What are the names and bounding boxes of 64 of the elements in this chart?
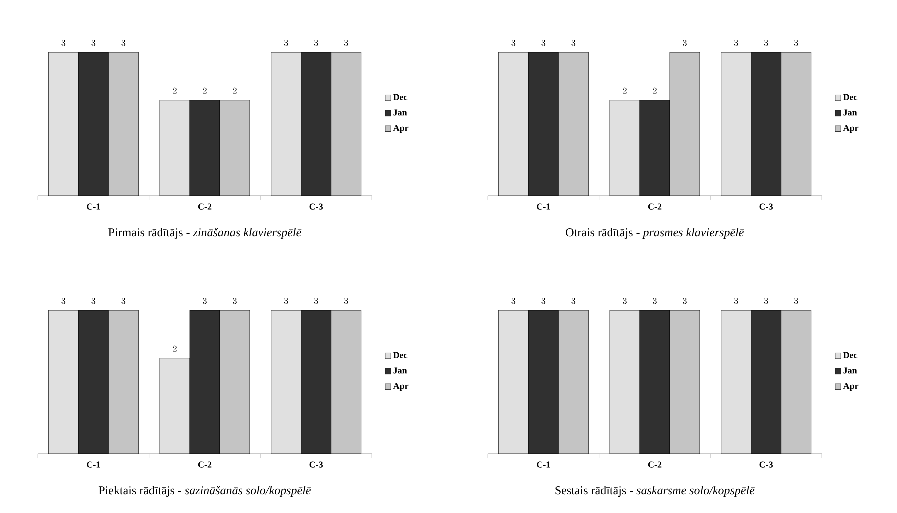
data-label: 3	[122, 298, 126, 304]
data-label: 2	[653, 88, 657, 94]
data-label: 3	[764, 298, 768, 304]
legend-label: Jan	[394, 110, 408, 116]
legend-label: Dec	[843, 352, 858, 358]
data-label: 2	[233, 88, 237, 94]
data-label: 3	[794, 298, 798, 304]
x-tick-label: C-1	[87, 204, 100, 210]
data-label: 3	[683, 40, 687, 46]
legend-label: Apr	[393, 383, 409, 392]
data-label: 3	[203, 298, 207, 304]
data-label: 3	[284, 298, 288, 304]
data-label: 3	[344, 298, 348, 304]
x-tick-label: C-3	[310, 204, 324, 210]
legend-label: Jan	[844, 110, 858, 116]
data-label: 3	[92, 298, 96, 304]
data-label: 3	[794, 40, 798, 46]
data-label: 3	[572, 298, 576, 304]
text: Otrais rādītājs - prasmes klavierspēlē	[566, 228, 744, 240]
legend-label: Dec	[393, 94, 408, 100]
data-label: 3	[512, 298, 516, 304]
data-label: 2	[173, 88, 177, 94]
x-tick-label: C-1	[87, 462, 100, 468]
legend-label: Jan	[844, 368, 858, 374]
data-label: 3	[734, 40, 738, 46]
data-label: 3	[764, 40, 768, 46]
data-label: 3	[284, 40, 288, 46]
data-label: 3	[512, 40, 516, 46]
x-tick-label: C-3	[310, 462, 324, 468]
x-tick-label: C-3	[760, 462, 774, 468]
data-label: 3	[683, 298, 687, 304]
data-label: 3	[62, 40, 66, 46]
data-label: 3	[653, 298, 657, 304]
text: Piektais rādītājs - sazināšanās solo/kopspēlē	[98, 486, 312, 498]
data-label: 2	[173, 346, 177, 352]
x-tick-label: C-2	[648, 204, 662, 210]
data-label: 3	[122, 40, 126, 46]
data-label: 3	[233, 298, 237, 304]
data-label: 3	[92, 40, 96, 46]
data-label: 3	[572, 40, 576, 46]
data-label: 3	[62, 298, 66, 304]
data-label: 2	[203, 88, 207, 94]
legend-label: Apr	[393, 125, 409, 134]
x-tick-label: C-2	[648, 462, 662, 468]
legend-label: Dec	[843, 94, 858, 100]
text: Pirmais rādītājs - zināšanas klavierspēlē	[108, 228, 302, 240]
data-label: 3	[734, 298, 738, 304]
x-tick-label: C-2	[198, 462, 212, 468]
legend-label: Dec	[393, 352, 408, 358]
x-tick-label: C-1	[537, 462, 550, 468]
legend-label: Apr	[843, 125, 859, 134]
data-label: 3	[542, 298, 546, 304]
data-label: 2	[623, 88, 627, 94]
legend-label: Apr	[843, 383, 859, 392]
data-label: 3	[623, 298, 627, 304]
text: Sestais rādītājs - saskarsme solo/kopspēlē	[556, 486, 756, 498]
x-tick-label: C-1	[537, 204, 550, 210]
legend-label: Jan	[394, 368, 408, 374]
x-tick-label: C-2	[198, 204, 212, 210]
data-label: 3	[314, 298, 318, 304]
data-label: 3	[542, 40, 546, 46]
x-tick-label: C-3	[760, 204, 774, 210]
data-label: 3	[314, 40, 318, 46]
data-label: 3	[344, 40, 348, 46]
